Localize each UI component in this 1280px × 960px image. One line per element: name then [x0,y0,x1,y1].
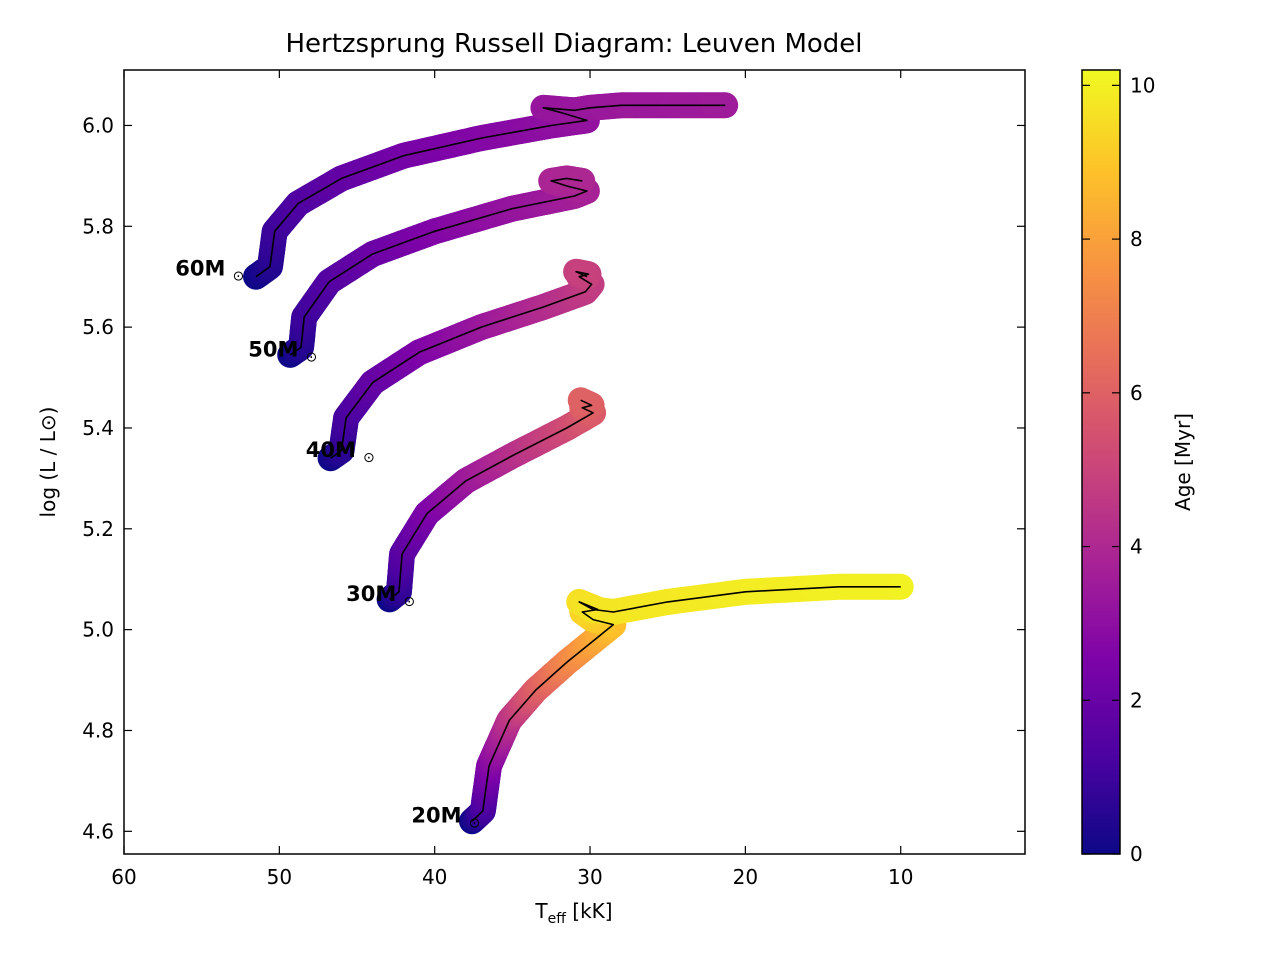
colorbar [1081,69,1121,855]
y-axis-label: log (L / L⊙) [36,407,60,518]
y-tick-label: 5.0 [82,618,114,642]
plot-frame [123,69,1026,855]
mass-label: 50M [248,337,298,361]
mass-label: 20M [411,804,461,828]
track-20M [459,573,914,835]
track-line [255,104,726,278]
y-tick-label: 4.6 [82,819,114,843]
colorbar-tick-label: 6 [1130,381,1143,405]
x-tick-label: 10 [888,865,913,889]
track-30M [376,387,607,613]
colorbar-label: Age [Myr] [1171,413,1195,511]
solar-symbol: ⊙ [363,450,375,466]
x-tick-label: 60 [111,865,136,889]
colorbar-tick-label: 2 [1130,688,1143,712]
track-marker [573,263,600,290]
solar-symbol: ⊙ [469,816,481,832]
x-axis-label-rest: [kK] [566,899,613,923]
mass-label: 30M [346,582,396,606]
solar-symbol: ⊙ [403,594,415,610]
track-marker [887,573,914,600]
axis-ticks: 60 50 40 30 20 10 4.6 4.8 5.0 5.2 5.4 5.6 5.8 6.0 [82,70,1025,889]
track-line [389,399,594,601]
y-tick-label: 4.8 [82,718,114,742]
tracks-layer [243,92,914,835]
colorbar-ticks: 0 2 4 6 8 10 [1082,73,1155,866]
colorbar-tick-label: 0 [1130,842,1143,866]
x-tick-label: 30 [577,865,602,889]
mass-label: 40M [306,438,356,462]
y-tick-label: 5.8 [82,214,114,238]
x-tick-label: 50 [267,865,292,889]
x-tick-label: 40 [422,865,447,889]
x-axis-label-main: T [534,899,548,923]
y-tick-label: 6.0 [82,113,114,137]
track-line [330,270,593,459]
track-line [289,177,588,356]
y-tick-label: 5.2 [82,517,114,541]
solar-symbol: ⊙ [233,269,245,285]
mass-label: 60M [175,257,225,281]
track-labels-layer: 60M ⊙ 50M ⊙ 40M ⊙ 30M ⊙ 20M ⊙ [175,257,480,832]
colorbar-tick-label: 4 [1130,535,1143,559]
track-60M [243,92,739,290]
track-50M [277,165,600,368]
x-tick-label: 20 [733,865,758,889]
chart-title: Hertzsprung Russell Diagram: Leuven Mode… [285,29,862,59]
y-tick-label: 5.6 [82,315,114,339]
track-line [471,585,901,822]
colorbar-tick-label: 10 [1130,73,1155,97]
x-axis-label-sub: eff [548,911,567,927]
y-tick-label: 5.4 [82,416,114,440]
x-axis-label: Teff [kK] [534,899,612,927]
solar-symbol: ⊙ [306,349,318,365]
colorbar-tick-label: 8 [1130,227,1143,251]
track-40M [317,258,605,472]
